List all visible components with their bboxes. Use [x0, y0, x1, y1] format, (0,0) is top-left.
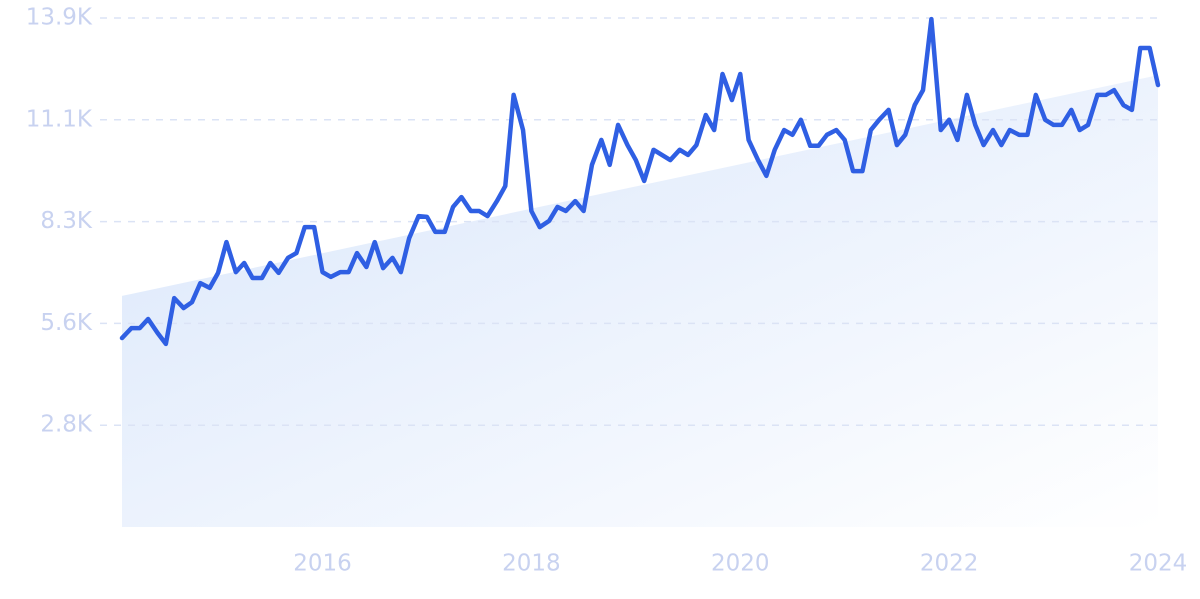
x-tick-label: 2018 [502, 551, 561, 577]
x-tick-label: 2020 [711, 551, 770, 577]
trend-area [122, 75, 1158, 527]
x-tick-label: 2016 [293, 551, 352, 577]
y-tick-label: 8.3K [40, 208, 93, 234]
y-tick-label: 2.8K [40, 412, 93, 438]
y-tick-label: 11.1K [26, 106, 93, 132]
x-tick-label: 2022 [920, 551, 979, 577]
x-tick-label: 2024 [1129, 551, 1188, 577]
y-tick-label: 5.6K [40, 310, 93, 336]
data-line [119, 16, 1161, 347]
y-tick-label: 13.9K [26, 5, 93, 31]
